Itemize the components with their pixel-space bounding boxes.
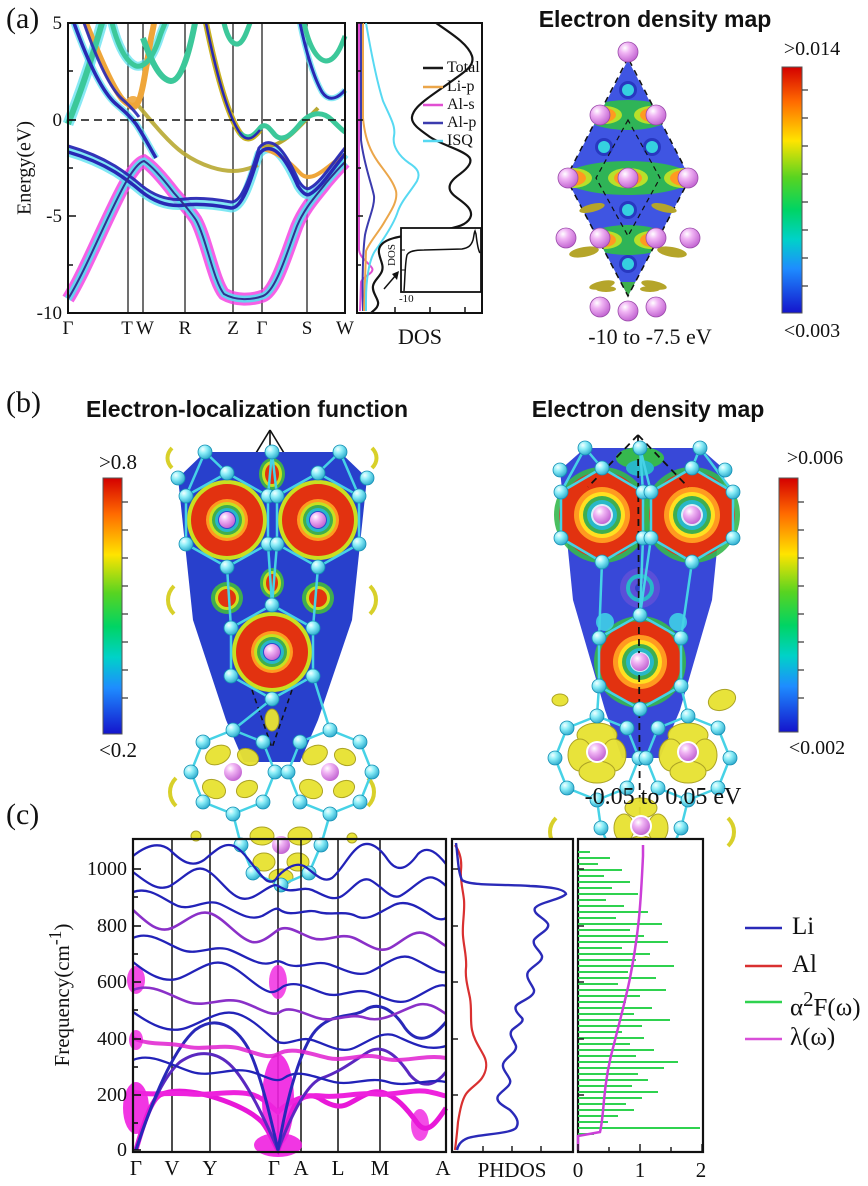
- density-map-b-title: Electron density map: [531, 396, 765, 422]
- phonon-ylabel-sup: -1: [45, 930, 65, 946]
- colorbar-density-a: [781, 66, 808, 314]
- band-xtick: S: [301, 318, 313, 339]
- dos-inset: [383, 227, 482, 293]
- phonon-xtick: V: [164, 1156, 180, 1180]
- density-map-b: [547, 434, 804, 884]
- phonon-ytick: 0: [117, 1139, 127, 1161]
- dos-legend-isq: ISQ: [447, 132, 473, 149]
- legend-a2f-sup: 2: [803, 987, 814, 1011]
- elf-title: Electron-localization function: [85, 396, 409, 422]
- legend-lambda: λ(ω): [790, 1024, 836, 1051]
- phonon-xtick: L: [331, 1156, 345, 1180]
- band-xtick: Z: [227, 318, 239, 339]
- panel-c-label: (c): [6, 798, 40, 831]
- band-ytick: 5: [52, 13, 63, 34]
- coupling-plot: [576, 837, 705, 1154]
- dos-inset-xtick: -10: [399, 293, 414, 305]
- dos-legend-al-s: Al-s: [447, 96, 475, 113]
- phonon-xtick: Γ: [129, 1156, 143, 1180]
- dos-plot: [356, 22, 483, 314]
- phonon-ylabel: Frequency(cm-1): [45, 924, 75, 1067]
- band-ytick: -10: [36, 303, 62, 324]
- legend-li: Li: [792, 913, 815, 940]
- legend-al: Al: [792, 951, 817, 978]
- dos-legend-total: Total: [447, 59, 480, 76]
- colorbar-b-min: <0.002: [788, 737, 846, 759]
- phdos-xlabel: PHDOS: [477, 1158, 547, 1182]
- colorbar-elf: [102, 477, 128, 735]
- colorbar-elf-min: <0.2: [98, 738, 138, 762]
- dos-inset-ylabel: DOS: [386, 243, 398, 267]
- band-xtick: W: [336, 318, 354, 339]
- coupling-xtick: 1: [634, 1158, 646, 1182]
- band-ytick: -5: [46, 206, 62, 227]
- band-ytick: 0: [52, 110, 63, 131]
- density-map-a: [555, 41, 808, 322]
- phonon-ylabel-post: ): [50, 923, 74, 931]
- phonon-xtick: Y: [202, 1156, 218, 1180]
- density-map-a-title: Electron density map: [538, 6, 772, 32]
- coupling-xtick: 2: [695, 1158, 707, 1182]
- panel-b-label: (b): [6, 386, 41, 419]
- phonon-plot: [123, 837, 449, 1157]
- coupling-xtick: 0: [572, 1158, 584, 1182]
- phonon-ytick: 400: [97, 1028, 127, 1050]
- density-map-a-caption: -10 to -7.5 eV: [588, 324, 712, 349]
- band-xtick: R: [178, 318, 192, 339]
- colorbar-a-max: >0.014: [783, 38, 841, 60]
- phonon-xtick: A: [435, 1156, 451, 1180]
- band-structure-plot: [62, 21, 350, 314]
- band-xtick: Γ: [62, 318, 74, 339]
- phonon-ytick: 800: [97, 915, 127, 937]
- colorbar-a-min: <0.003: [783, 320, 841, 342]
- legend-a2f-post: F(ω): [813, 994, 861, 1022]
- panel-a-label: (a): [6, 2, 40, 35]
- phonon-ylabel-pre: Frequency(cm: [50, 945, 74, 1067]
- band-xtick: T: [121, 318, 133, 339]
- colorbar-density-b: [778, 477, 804, 733]
- dos-legend-li-p: Li-p: [447, 78, 475, 95]
- colorbar-elf-max: >0.8: [98, 450, 138, 474]
- phonon-ytick: 200: [97, 1084, 127, 1106]
- elf-map: [102, 429, 380, 893]
- colorbar-b-max: >0.006: [786, 447, 844, 469]
- phdos-plot: [450, 837, 575, 1154]
- phonon-ytick: 600: [97, 971, 127, 993]
- dos-xlabel: DOS: [397, 324, 443, 349]
- density-map-b-caption: -0.05 to 0.05 eV: [584, 784, 742, 810]
- legend-a2f-pre: α: [790, 994, 804, 1022]
- band-xtick: Γ: [256, 318, 268, 339]
- phonon-xtick: A: [293, 1156, 309, 1180]
- phonon-ytick: 1000: [87, 858, 127, 880]
- legend-a2f: α2F(ω): [790, 987, 861, 1022]
- dos-legend-al-p: Al-p: [447, 114, 477, 131]
- band-ylabel: Energy(eV): [13, 120, 36, 216]
- band-xtick: W: [136, 318, 154, 339]
- phonon-xtick: M: [370, 1156, 390, 1180]
- phonon-xtick: Γ: [267, 1156, 281, 1180]
- phonon-legend-swatches: [745, 926, 782, 1041]
